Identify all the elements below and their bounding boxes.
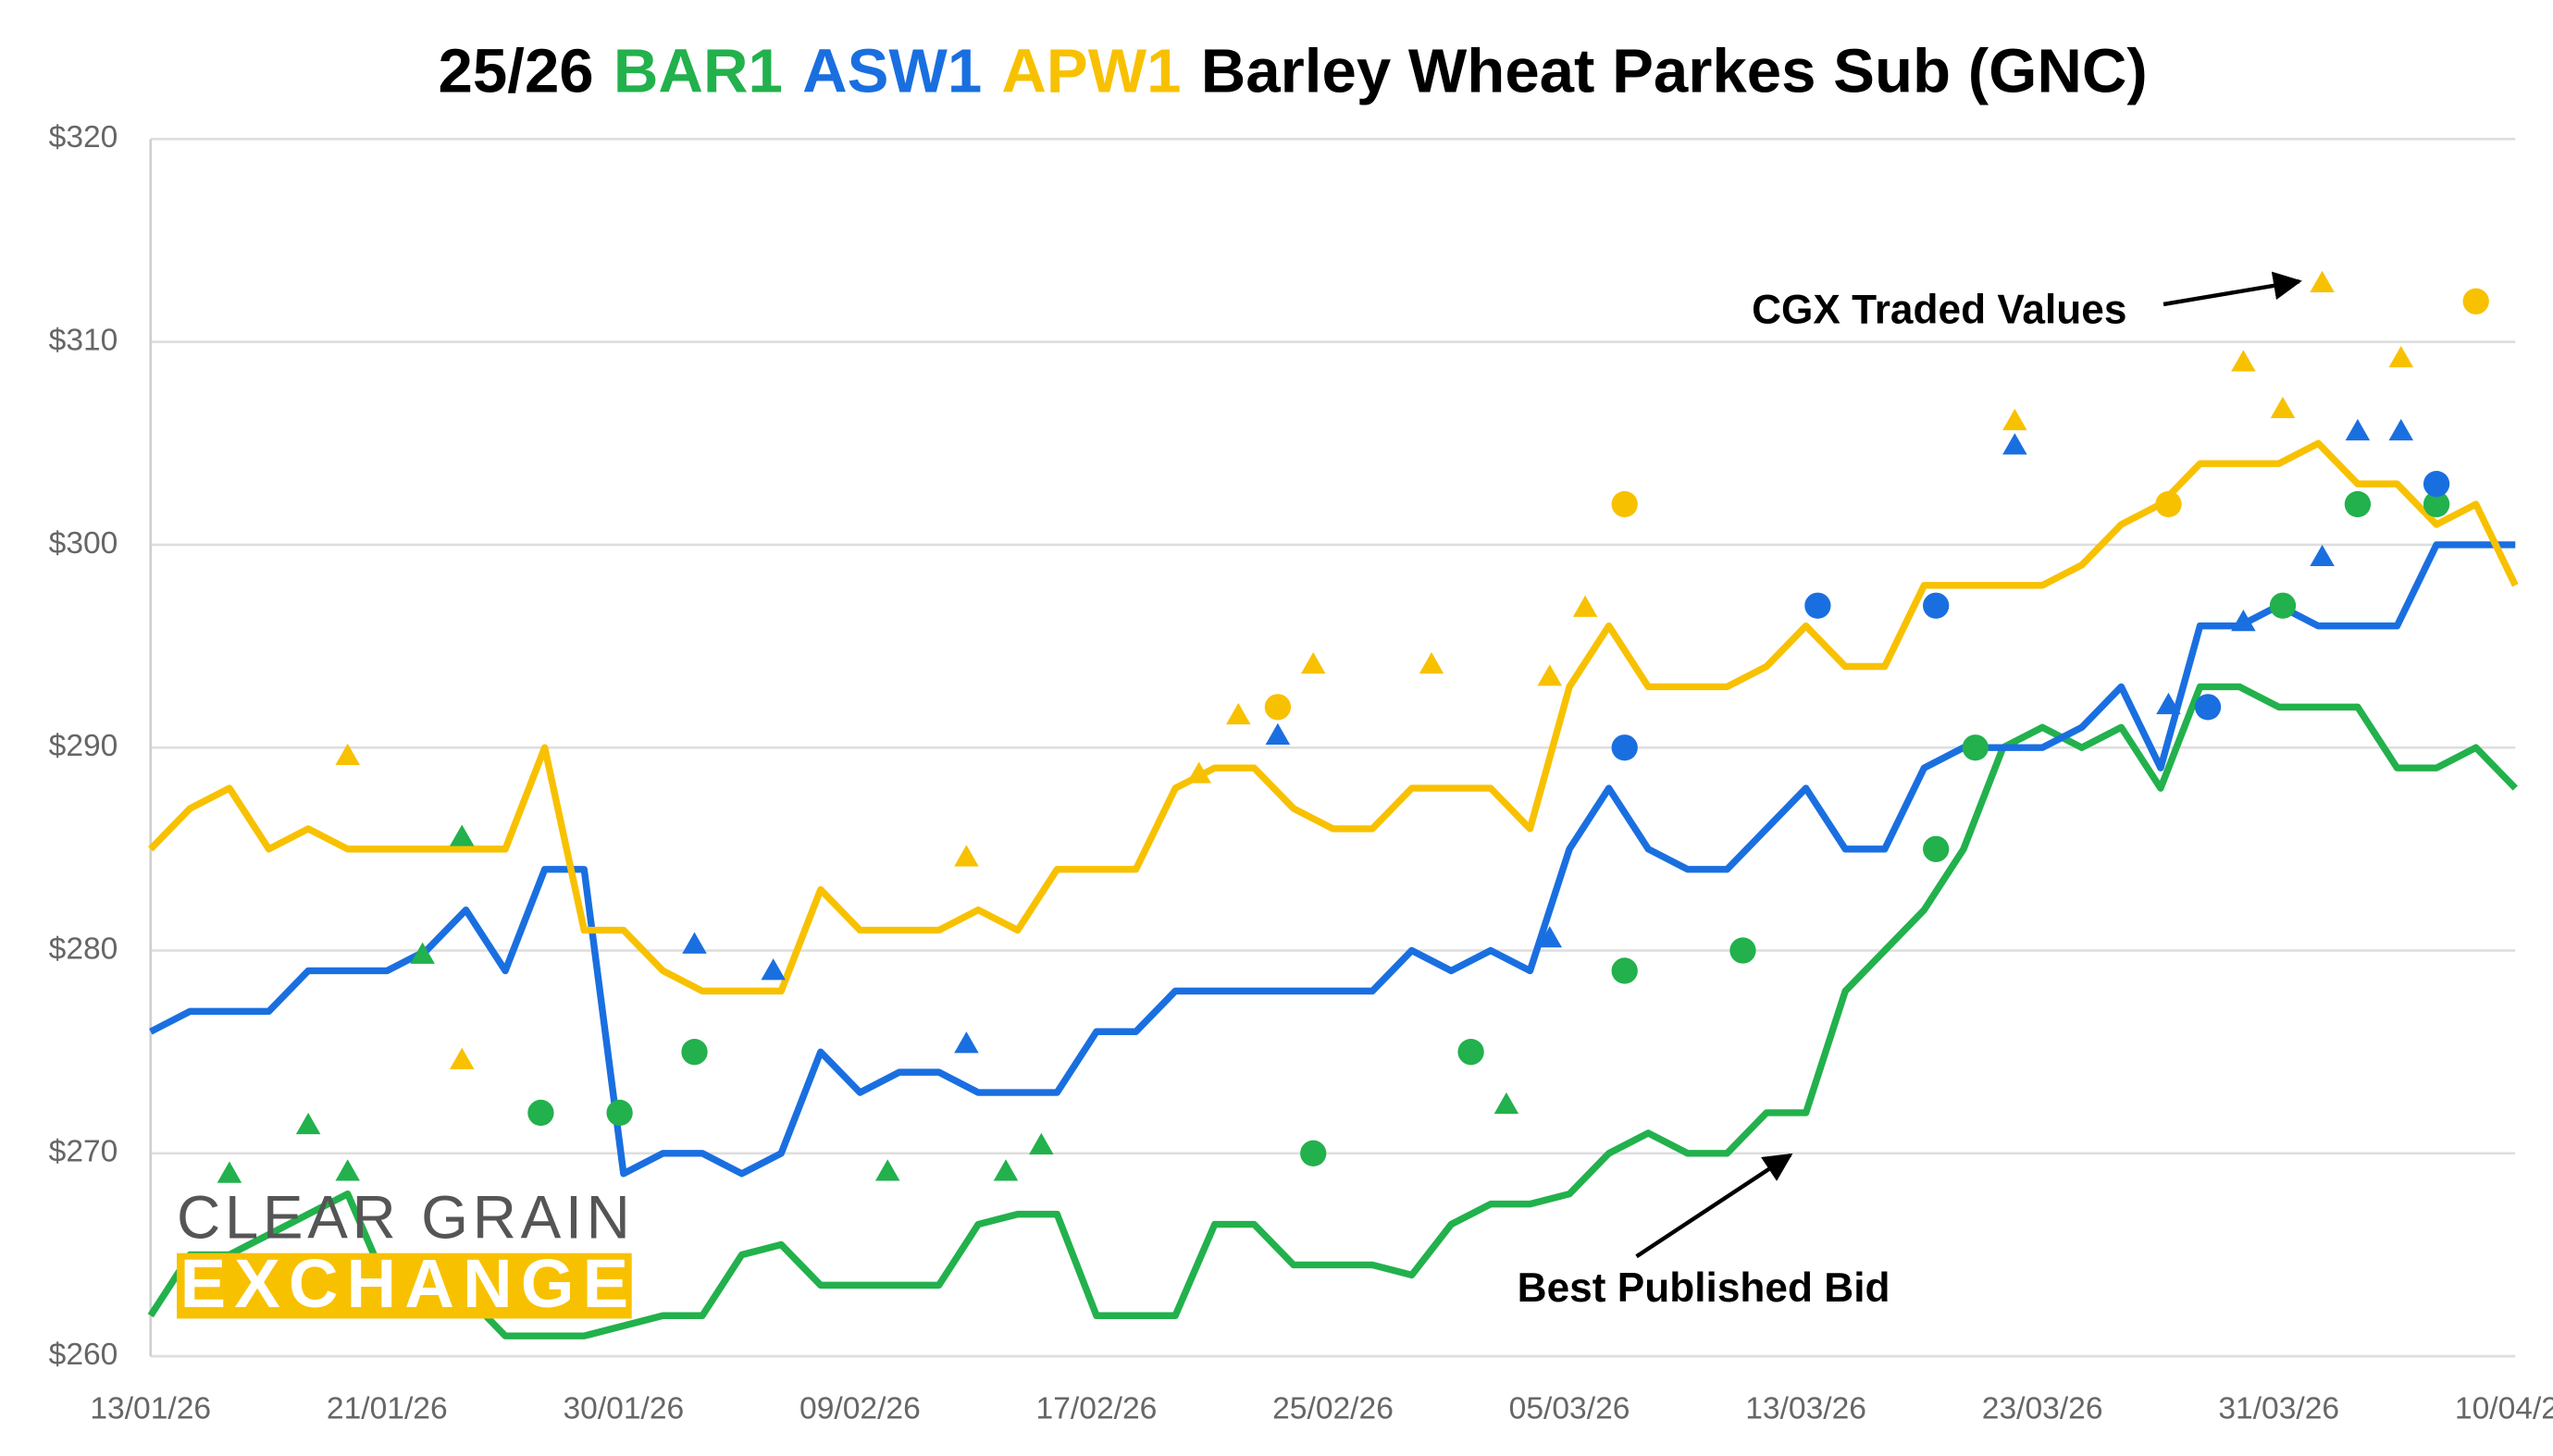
- traded-circle: [2155, 490, 2182, 518]
- traded-circle: [2269, 592, 2297, 619]
- traded-triangle: [2388, 418, 2414, 441]
- series-line: [149, 541, 2516, 1178]
- traded-triangle: [335, 743, 360, 765]
- traded-triangle: [1537, 926, 1563, 948]
- traded-circle: [1729, 937, 1756, 964]
- traded-triangle: [449, 1047, 475, 1069]
- annotation-arrow: [2163, 271, 2302, 307]
- x-tick-label: 21/01/26: [327, 1391, 448, 1425]
- traded-triangle: [2156, 692, 2181, 715]
- traded-circle: [1923, 835, 1950, 863]
- traded-triangle: [1419, 652, 1444, 674]
- traded-triangle: [2270, 396, 2296, 418]
- traded-triangle: [410, 942, 435, 964]
- traded-triangle: [2231, 350, 2256, 372]
- traded-circle: [1804, 592, 1831, 619]
- traded-circle: [1457, 1039, 1484, 1066]
- legend-entry: BAR1: [613, 36, 783, 105]
- traded-circle: [2194, 694, 2222, 721]
- traded-triangle: [954, 845, 979, 867]
- traded-circle: [2423, 470, 2450, 498]
- traded-triangle: [1226, 702, 1251, 725]
- traded-triangle: [449, 824, 475, 846]
- traded-circle: [1300, 1140, 1327, 1166]
- traded-triangle: [1537, 664, 1563, 686]
- traded-triangle: [682, 932, 707, 954]
- x-tick-label: 17/02/26: [1036, 1391, 1158, 1425]
- traded-triangle: [2231, 609, 2256, 632]
- traded-triangle: [2002, 433, 2027, 455]
- traded-triangle: [335, 1159, 360, 1181]
- x-tick-label: 23/03/26: [1982, 1391, 2103, 1425]
- y-tick-label: $290: [49, 729, 118, 763]
- x-tick-label: 13/01/26: [90, 1391, 211, 1425]
- traded-triangle: [954, 1031, 979, 1054]
- traded-triangle: [2002, 408, 2027, 431]
- traded-triangle: [1265, 722, 1291, 746]
- series-line: [148, 439, 2519, 995]
- logo: CLEAR GRAIN EXCHANGE: [177, 1183, 632, 1322]
- annotation: Best Published Bid: [1518, 1265, 1890, 1311]
- traded-circle: [1611, 734, 1638, 761]
- traded-triangle: [2345, 418, 2371, 441]
- grid: [150, 137, 2516, 1358]
- traded-triangle: [2310, 270, 2335, 292]
- traded-circle: [1923, 592, 1950, 619]
- traded-triangle: [1300, 652, 1326, 674]
- logo-band: [177, 1252, 632, 1319]
- title-text: 25/26: [439, 36, 594, 105]
- title-text: Barley Wheat Parkes Sub (GNC): [1201, 36, 2148, 105]
- traded-circle: [2344, 490, 2372, 518]
- x-tick-label: 05/03/26: [1509, 1391, 1630, 1425]
- traded-circle: [1962, 734, 1989, 761]
- traded-triangle: [295, 1112, 321, 1135]
- x-tick-label: 30/01/26: [563, 1391, 684, 1425]
- annotation-arrow: [1635, 1153, 1793, 1259]
- logo-text: CLEAR GRAIN: [177, 1183, 632, 1251]
- legend-entry: APW1: [1001, 36, 1181, 105]
- chart-title: 25/26 BAR1 ASW1 APW1 Barley Wheat Parkes Sub…: [439, 36, 2148, 105]
- traded-circle: [527, 1099, 554, 1127]
- x-tick-label: 31/03/26: [2218, 1391, 2339, 1425]
- x-tick-label: 25/02/26: [1272, 1391, 1394, 1425]
- traded-circle: [1611, 490, 1638, 518]
- lines: [147, 439, 2519, 1339]
- y-tick-label: $310: [49, 323, 118, 357]
- series-line: [147, 683, 2518, 1339]
- traded-points: [217, 270, 2489, 1183]
- legend-entry: ASW1: [802, 36, 982, 105]
- y-tick-label: $300: [49, 526, 118, 561]
- traded-circle: [681, 1039, 708, 1066]
- traded-circle: [2462, 288, 2489, 315]
- y-tick-label: $260: [49, 1338, 118, 1372]
- traded-triangle: [761, 958, 786, 981]
- traded-triangle: [1572, 595, 1598, 617]
- x-tick-label: 13/03/26: [1745, 1391, 1866, 1425]
- traded-circle: [1264, 694, 1292, 721]
- x-tick-label: 10/04/26: [2455, 1391, 2553, 1425]
- traded-circle: [2423, 490, 2450, 518]
- traded-triangle: [874, 1159, 900, 1181]
- traded-circle: [606, 1099, 633, 1127]
- annotation: CGX Traded Values: [1752, 287, 2126, 332]
- traded-triangle: [2310, 544, 2335, 567]
- x-tick-label: 09/02/26: [799, 1391, 921, 1425]
- traded-triangle: [1029, 1132, 1054, 1154]
- traded-triangle: [1493, 1092, 1519, 1115]
- traded-triangle: [993, 1159, 1019, 1181]
- y-tick-label: $320: [49, 120, 118, 154]
- logo-text: EXCHANGE: [180, 1245, 629, 1322]
- y-tick-label: $280: [49, 932, 118, 966]
- traded-circle: [1611, 957, 1638, 984]
- traded-triangle: [2388, 345, 2414, 368]
- y-tick-label: $270: [49, 1135, 118, 1169]
- traded-triangle: [217, 1161, 242, 1183]
- traded-triangle: [1186, 761, 1211, 784]
